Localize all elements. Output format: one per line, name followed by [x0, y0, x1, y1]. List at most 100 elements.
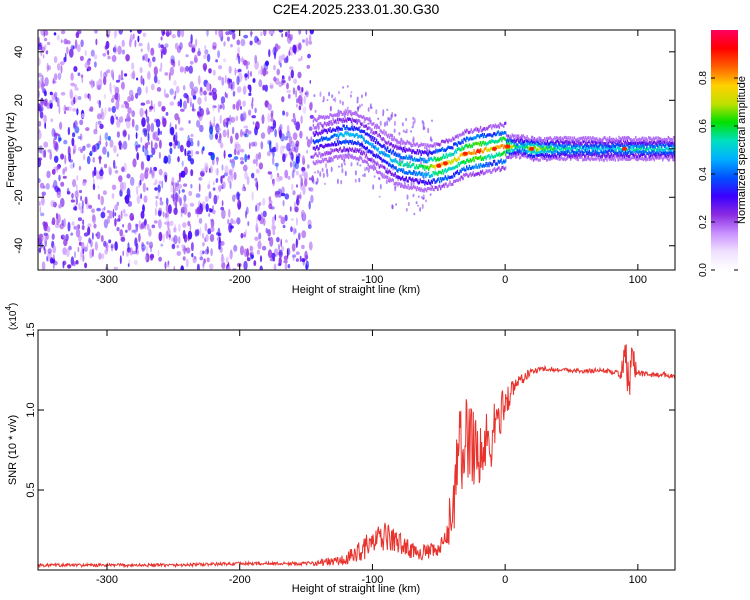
spectrogram-ridge-cell: [404, 163, 407, 167]
spectrogram-ridge-cell: [488, 169, 490, 173]
spectrogram-ridge-cell: [355, 157, 357, 161]
spectrogram-ridge-cell: [368, 158, 370, 161]
spectrogram-ridge-cell: [466, 174, 469, 178]
spectrogram-noise-point: [129, 176, 135, 186]
spectrogram-ridge-cell: [626, 143, 629, 147]
spectrogram-ridge-cell: [514, 147, 516, 151]
spectrogram-ridge-cell: [525, 155, 527, 159]
spectrogram-noise-point: [136, 195, 141, 204]
spectrogram-ridge-cell: [401, 160, 403, 164]
spectrogram-noise-point: [150, 256, 154, 261]
spectrogram-ridge-cell: [399, 168, 401, 172]
spectrogram-noise-point: [292, 160, 297, 168]
spectrogram-ridge-cell: [422, 188, 424, 192]
spectrogram-ridge-cell: [471, 130, 473, 134]
spectrogram-ridge-cell: [474, 151, 476, 155]
spectrogram-ridge-cell: [479, 170, 482, 174]
spectrogram-ridge-cell: [400, 185, 402, 188]
spectrogram-ridge-cell: [382, 175, 384, 179]
spectrogram-noise-point: [364, 167, 366, 172]
spectrogram-noise-point: [305, 37, 309, 47]
spectrogram-noise-point: [297, 232, 301, 241]
spectrogram-noise-point: [209, 125, 214, 135]
spectrogram-ridge-cell: [418, 187, 420, 190]
spectrogram-ridge-cell: [346, 132, 348, 136]
spectrogram-ridge-cell: [646, 138, 648, 142]
spectrogram-ridge-cell: [472, 171, 474, 175]
spectrogram-ridge-cell: [390, 151, 393, 155]
spectrogram-noise-point: [197, 140, 200, 147]
spectrogram-noise-point: [180, 265, 184, 270]
spectrogram-noise-point: [51, 168, 56, 175]
spectrogram-noise-point: [276, 172, 280, 178]
spectrogram-noise-point: [198, 183, 201, 192]
spectrogram-ridge-cell: [465, 172, 467, 176]
spectrogram-noise-point: [153, 66, 158, 76]
spectrogram-ridge-cell: [504, 150, 506, 154]
spectrogram-ridge-cell: [552, 140, 554, 144]
spectrogram-ridge-cell: [416, 149, 419, 152]
spectrogram-ridge-cell: [544, 146, 547, 150]
spectrogram-ridge-cell: [628, 145, 630, 149]
spectrogram-ridge-cell: [323, 128, 326, 132]
spectrogram-ridge-cell: [518, 149, 520, 153]
spectrogram-ridge-cell: [402, 178, 405, 182]
spectrogram-ridge-cell: [600, 143, 603, 147]
spectrogram-ridge-cell: [443, 169, 446, 173]
spectrogram-ridge-cell: [393, 174, 395, 177]
spectrogram-noise-point: [234, 67, 237, 76]
spectrogram-ridge-cell: [321, 152, 323, 156]
spectrogram-ridge-cell: [606, 151, 608, 155]
spectrogram-ridge-cell: [564, 158, 566, 162]
spectrogram-ridge-cell: [577, 153, 579, 157]
spectrogram-noise-point: [194, 57, 198, 63]
spectrogram-ridge-cell: [330, 151, 332, 154]
spectrogram-noise-point: [285, 239, 288, 244]
spectrogram-ridge-cell: [337, 142, 340, 146]
spectrogram-ridge-cell: [477, 142, 479, 146]
spectrogram-noise-point: [208, 151, 213, 156]
spectrogram-ridge-cell: [598, 153, 601, 157]
spectrogram-noise-point: [427, 127, 430, 134]
spectrogram-ridge-cell: [549, 141, 551, 145]
spectrogram-ridge-cell: [646, 142, 648, 146]
spectrogram-ridge-cell: [439, 158, 441, 161]
spectrogram-noise-point: [38, 72, 43, 78]
spectrogram-ridge-cell: [469, 136, 472, 140]
spectrogram-noise-point: [190, 183, 193, 189]
spectrogram-ridge-cell: [649, 136, 652, 140]
spectrogram-noise-point: [295, 89, 297, 98]
spectrogram-ridge-cell: [385, 141, 387, 145]
spectrogram-ridge-cell: [653, 158, 655, 162]
spectrogram-ridge-cell: [565, 147, 567, 151]
spectrogram-noise-point: [306, 64, 311, 69]
spectrogram-ridge-cell: [327, 123, 329, 127]
spectrogram-ridge-cell: [326, 131, 328, 134]
spectrogram-ridge-cell: [537, 144, 539, 147]
spectrogram-ridge-cell: [349, 148, 352, 152]
spectrogram-ridge-cell: [430, 179, 433, 183]
spectrogram-noise-point: [174, 181, 178, 188]
spectrogram-noise-point: [412, 116, 415, 120]
spectrogram-ridge-cell: [487, 126, 489, 130]
spectrogram-noise-point: [361, 94, 363, 99]
spectrogram-ridge-cell: [618, 157, 620, 161]
spectrogram-ridge-cell: [612, 140, 615, 143]
spectrogram-ridge-cell: [655, 141, 657, 145]
spectrogram-noise-point: [286, 33, 292, 44]
spectrogram-ridge-cell: [633, 148, 635, 152]
spectrogram-noise-point: [74, 39, 78, 50]
spectrogram-ridge-cell: [323, 137, 326, 141]
spectrogram-ridge-cell: [569, 143, 571, 147]
spectrogram-noise-point: [122, 130, 127, 137]
spectrogram-ridge-cell: [354, 134, 356, 138]
spectrogram-ridge-cell: [427, 186, 429, 190]
spectrogram-ridge-cell: [565, 152, 567, 156]
spectrogram-ridge-cell: [490, 140, 492, 144]
spectrogram-ridge-cell: [496, 153, 498, 157]
spectrogram-noise-point: [99, 123, 104, 130]
spectrogram-ridge-cell: [523, 148, 525, 152]
spectrogram-noise-point: [66, 46, 69, 55]
spectrogram-ridge-cell: [484, 135, 486, 138]
spectrogram-ridge-cell: [617, 146, 619, 150]
